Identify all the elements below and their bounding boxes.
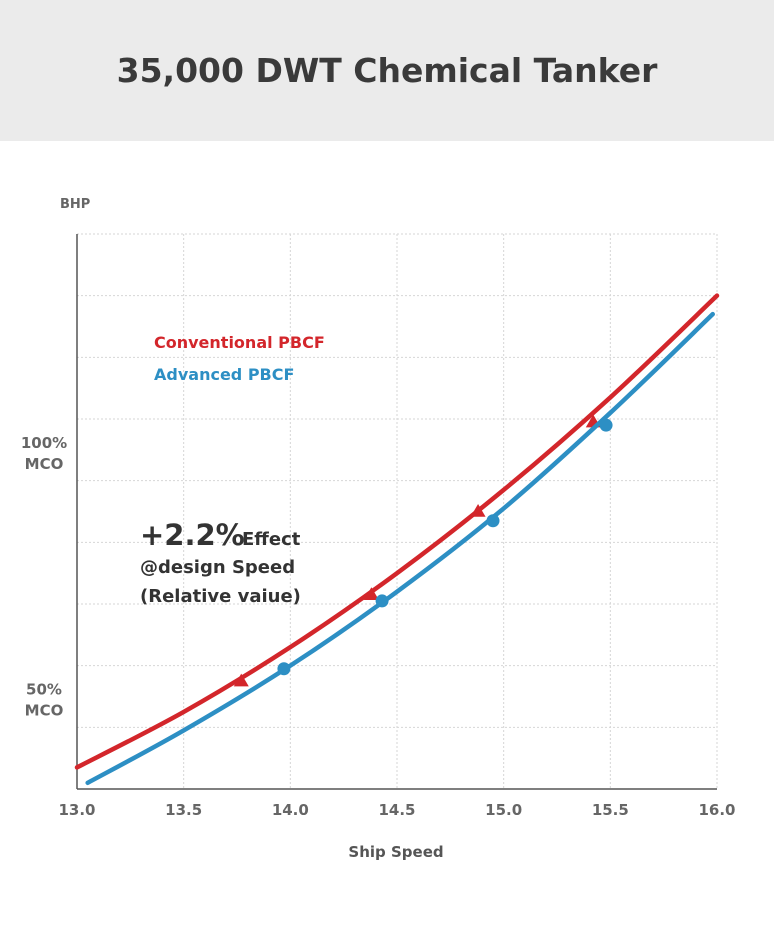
conventional-pbcf-marker [233,673,249,687]
axes [76,234,717,790]
advanced-pbcf-marker [599,418,613,432]
x-tick-label: 13.5 [165,801,202,819]
y-tick-label: 100% [21,434,67,452]
grid [77,233,718,789]
y-tick-label: 50% [26,681,62,699]
x-tick-label: 13.0 [58,801,95,819]
effect-value: +2.2% [140,518,245,552]
legend-entry: Conventional PBCF [154,333,325,352]
legend: Conventional PBCF Advanced PBCF [154,333,325,384]
y-ticks: 100% MCO 50% MCO [21,434,67,720]
chart-title: 35,000 DWT Chemical Tanker [116,51,658,90]
advanced-pbcf-marker [486,514,500,528]
effect-annotation: +2.2%Effect @design Speed (Relative vaiue) [140,518,301,607]
effect-line-3: (Relative vaiue) [140,586,301,607]
advanced-pbcf-marker [375,594,389,608]
conventional-pbcf-line [74,293,720,770]
chart-header: 35,000 DWT Chemical Tanker [0,0,774,141]
x-ticks: 13.0 13.5 14.0 14.5 15.0 15.5 16.0 [58,801,735,819]
advanced-pbcf-marker [277,662,291,676]
y-tick-label: MCO [25,702,64,720]
x-tick-label: 15.5 [592,801,629,819]
legend-entry: Advanced PBCF [154,365,294,384]
advanced-pbcf-line [85,311,715,786]
x-axis-label: Ship Speed [348,843,443,861]
x-tick-label: 16.0 [698,801,735,819]
x-tick-label: 14.0 [272,801,309,819]
conventional-pbcf-marker [470,504,486,517]
y-axis-label: BHP [60,197,90,212]
effect-line-2: @design Speed [140,557,295,578]
x-tick-label: 14.5 [378,801,415,819]
y-tick-label: MCO [25,455,64,473]
series-layer [74,293,720,786]
conventional-pbcf-marker [363,587,379,600]
effect-suffix: Effect [242,529,301,550]
x-tick-label: 15.0 [485,801,522,819]
